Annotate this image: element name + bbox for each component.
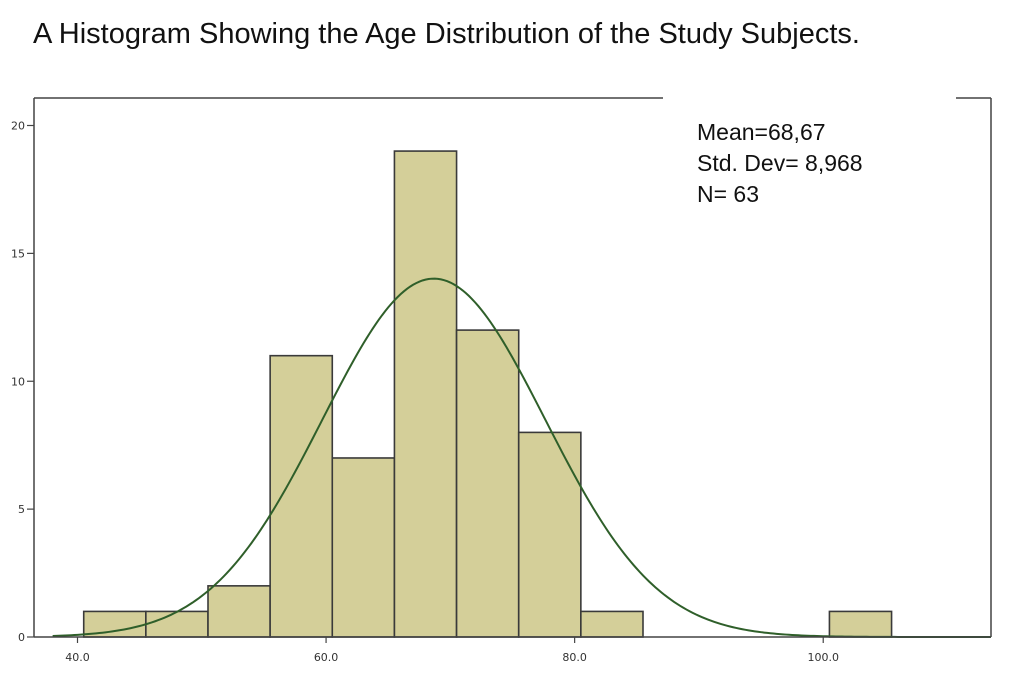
histogram-bar-10 [828, 610, 893, 638]
chart-title: A Histogram Showing the Age Distribution… [33, 18, 860, 50]
histogram-bar-8 [517, 431, 582, 638]
histogram-bar-4 [269, 354, 334, 638]
histogram-bar-6 [393, 150, 458, 638]
histogram-bar-7 [455, 329, 520, 638]
x-tick-label-40: 40.0 [65, 651, 90, 664]
stats-line-2: Std. Dev= 8,968 [697, 150, 863, 176]
stats-legend: Mean=68,67 Std. Dev= 8,968 N= 63 [697, 119, 863, 207]
y-tick-label-10: 10 [11, 375, 25, 388]
x-tick-label-60: 60.0 [314, 651, 339, 664]
histogram-bar-3 [207, 585, 271, 638]
histogram-bar-2 [145, 610, 209, 638]
x-tick-label-100: 100.0 [807, 651, 839, 664]
axes: 0 5 10 15 20 40.0 60.0 80.0 100.0 [11, 120, 991, 664]
y-tick-label-15: 15 [11, 247, 25, 260]
y-tick-label-20: 20 [11, 120, 25, 133]
histogram-bar-5 [331, 457, 396, 638]
stats-line-3: N= 63 [697, 181, 759, 207]
y-tick-label-5: 5 [18, 503, 25, 516]
histogram-bar-9 [580, 610, 644, 638]
stats-line-1: Mean=68,67 [697, 119, 826, 145]
plot-frame [33, 97, 992, 637]
histogram-bars [82, 150, 893, 638]
y-tick-label-0: 0 [18, 631, 25, 644]
x-tick-label-80: 80.0 [562, 651, 587, 664]
